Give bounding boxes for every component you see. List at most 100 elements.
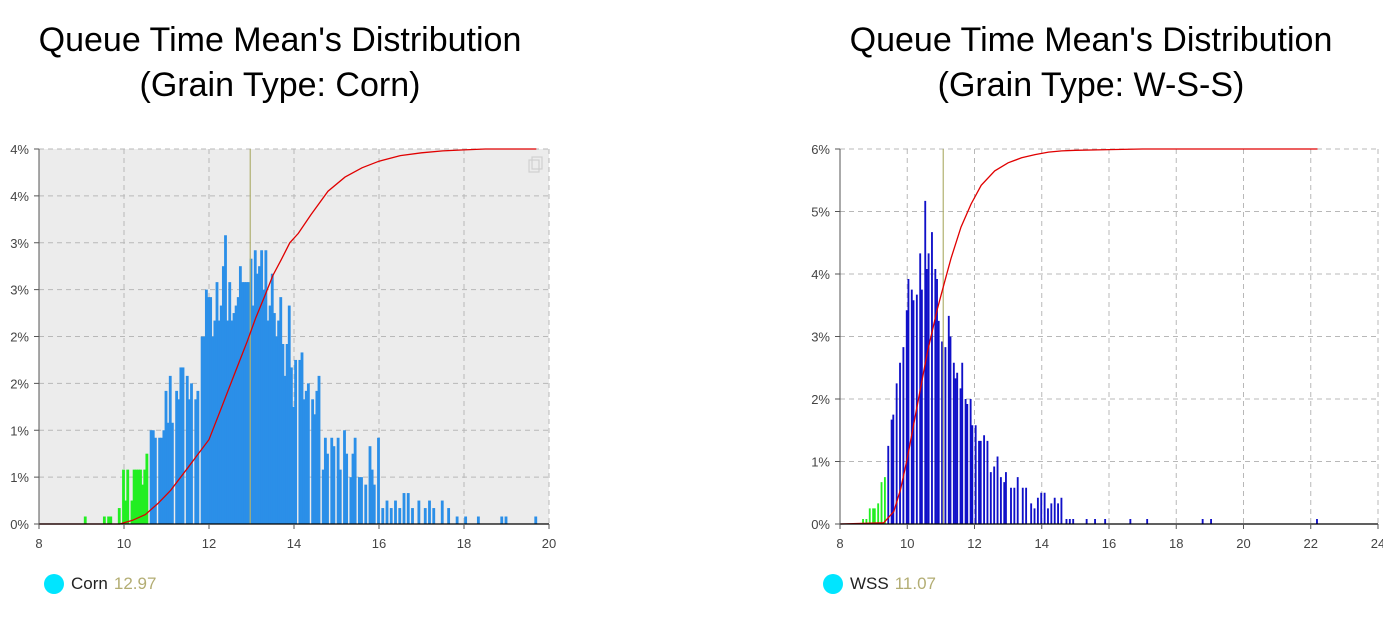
legend-wss[interactable]: WSS 11.07 [823,574,936,594]
histogram-chart-wss: 8 10 12 14 16 18 20 22 24 0% 1% 2% 3% 4% 5% 6% [811,142,1383,551]
x-tick-label: 10 [900,536,914,551]
histogram-bar [266,320,270,524]
histogram-chart-corn: 8 10 12 14 16 18 20 0% 1% 1% 2% 2% 3% 3% 4% 4% [10,142,556,551]
histogram-bar [241,282,244,524]
histogram-bar [194,399,198,524]
histogram-bar [149,430,153,524]
histogram-bar [185,375,189,524]
histogram-bar [249,258,253,524]
x-tick-label: 10 [117,536,131,551]
histogram-bar [219,305,223,524]
histogram-bar [332,446,336,524]
histogram-bar [944,347,947,524]
histogram-bar [196,390,200,524]
x-tick-label: 14 [1035,536,1049,551]
histogram-bar [136,469,140,524]
histogram-bar [887,445,890,524]
histogram-bar [880,482,883,524]
histogram-bar [1005,472,1007,524]
histogram-bar [974,425,977,524]
histogram-bar [978,440,980,524]
histogram-bar [243,282,247,524]
histogram-bar [323,437,327,524]
histogram-bar [294,359,298,524]
histogram-bar [181,367,185,524]
histogram-bar [910,289,913,524]
histogram-bar [1016,477,1019,524]
y-tick-label: 4% [10,142,29,157]
plot-background [840,149,1378,524]
histogram-bar [372,484,376,524]
histogram-bar [281,344,285,524]
histogram-bar [230,320,234,524]
histogram-bar [1025,487,1028,524]
histogram-bar [338,469,342,524]
histogram-bar [1060,497,1063,524]
histogram-bar [868,508,871,524]
histogram-bar [321,469,325,524]
histogram-bar [907,279,910,524]
histogram-bar [202,336,206,524]
histogram-bar [411,508,414,524]
histogram-bar [228,282,232,524]
histogram-bar [959,388,962,524]
y-tick-label: 1% [10,470,29,485]
histogram-bar [207,297,210,524]
x-tick-label: 18 [1169,536,1183,551]
histogram-bar [504,516,508,524]
histogram-bar [213,320,217,524]
histogram-bar [357,477,361,524]
y-tick-label: 5% [811,205,830,220]
histogram-bar [895,383,898,524]
histogram-bar [877,503,880,524]
histogram-bar [428,500,431,524]
histogram-bar [417,500,421,524]
histogram-bar [1021,487,1024,524]
histogram-bar [330,437,334,524]
histogram-bar [204,289,208,524]
histogram-bar [143,469,147,524]
histogram-bar [264,250,268,524]
histogram-bar [986,440,989,524]
histogram-bar [402,493,406,524]
histogram-bar [927,253,930,524]
y-tick-label: 0% [811,517,830,532]
histogram-bar [164,390,168,524]
legend-label: WSS [850,574,889,593]
histogram-bar [268,305,272,524]
histogram-bar [1010,487,1012,524]
x-tick-label: 24 [1371,536,1383,551]
histogram-bar [179,367,183,524]
histogram-bar [1057,503,1059,524]
histogram-bar [947,315,950,524]
histogram-bar [500,516,504,524]
chart-title-line1: Queue Time Mean's Distribution [849,21,1333,59]
histogram-bar [160,437,164,524]
histogram-bar [277,320,281,524]
histogram-bar [476,516,480,524]
histogram-bar [315,390,319,524]
histogram-bar [1040,492,1043,524]
histogram-bar [168,375,172,524]
histogram-bar [954,378,957,524]
histogram-bar [1094,519,1096,524]
histogram-bar [902,347,905,524]
histogram-bar [364,484,368,524]
histogram-bar [1072,519,1075,524]
histogram-bar [1050,503,1053,524]
histogram-bar [187,399,191,524]
histogram-bar [920,289,923,524]
histogram-bar [353,437,357,524]
histogram-bar [432,508,436,524]
cdf-line [39,148,537,525]
legend-corn[interactable]: Corn 12.97 [44,574,156,594]
histogram-bar [1030,503,1033,524]
histogram-bar [872,508,875,524]
histogram-bar [232,313,236,524]
histogram-bar [145,453,149,524]
histogram-bar [102,516,106,524]
histogram-bar [1047,508,1049,524]
histogram-bar [905,310,908,524]
histogram-bar [398,508,402,524]
histogram-bar [1201,519,1204,524]
